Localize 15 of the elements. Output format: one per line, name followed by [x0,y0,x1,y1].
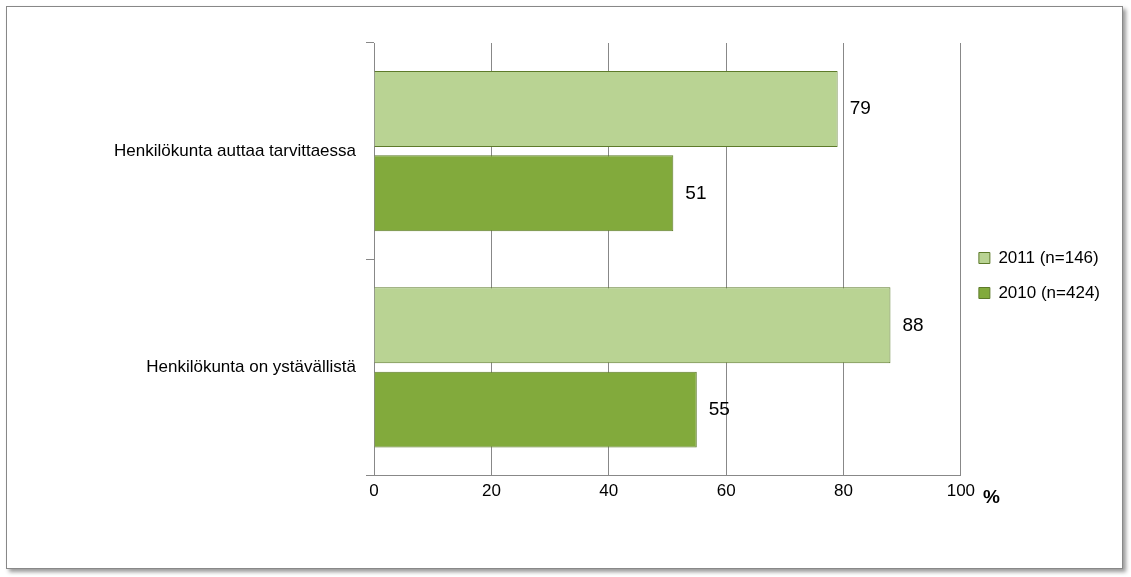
data-label: 79 [849,97,871,119]
data-label: 51 [685,181,707,203]
x-tick-label: 100 [946,481,976,501]
x-tick-label: 40 [599,481,619,501]
x-tick-label: 20 [481,481,501,501]
legend-label: 2010 (n=424) [998,282,1101,302]
data-label: 55 [708,397,730,419]
x-tick-label: 60 [716,481,736,501]
y-tick-label: Henkilökunta on ystävällistä [146,357,357,377]
legend-label: 2011 (n=146) [998,247,1099,267]
y-tick-label: Henkilökunta auttaa tarvittaessa [114,140,357,160]
x-tick-label: 0 [369,481,379,501]
data-label: 88 [902,313,924,335]
x-axis-title: % [982,485,1000,507]
x-tick-label: 80 [834,481,853,501]
